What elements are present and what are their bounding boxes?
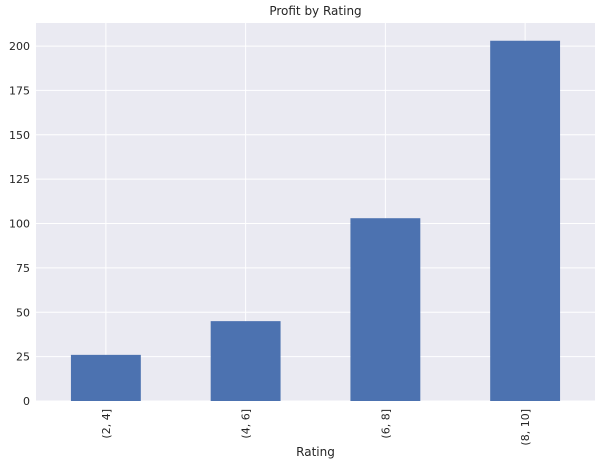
x-tick-label: (2, 4] bbox=[100, 409, 113, 439]
chart-title: Profit by Rating bbox=[269, 4, 361, 18]
y-tick-label: 25 bbox=[16, 351, 30, 364]
y-tick-label: 175 bbox=[9, 84, 30, 97]
y-tick-label: 125 bbox=[9, 173, 30, 186]
bars bbox=[70, 40, 561, 401]
bar bbox=[210, 321, 281, 401]
bar bbox=[350, 218, 421, 401]
x-tick-label: (6, 8] bbox=[379, 409, 392, 439]
y-tick-label: 200 bbox=[9, 40, 30, 53]
bar bbox=[490, 40, 561, 401]
y-tick-label: 0 bbox=[23, 395, 30, 408]
y-tick-label: 100 bbox=[9, 218, 30, 231]
y-tick-label: 50 bbox=[16, 306, 30, 319]
x-tick-label: (8, 10] bbox=[519, 409, 532, 446]
x-axis-label: Rating bbox=[296, 445, 335, 459]
y-tick-label: 75 bbox=[16, 262, 30, 275]
y-tick-labels: 0 25 50 75 100 125 150 175 200 bbox=[9, 40, 30, 408]
x-tick-label: (4, 6] bbox=[240, 409, 253, 439]
x-tick-labels: (2, 4] (4, 6] (6, 8] (8, 10] bbox=[100, 409, 532, 446]
bar bbox=[70, 354, 141, 401]
y-tick-label: 150 bbox=[9, 129, 30, 142]
